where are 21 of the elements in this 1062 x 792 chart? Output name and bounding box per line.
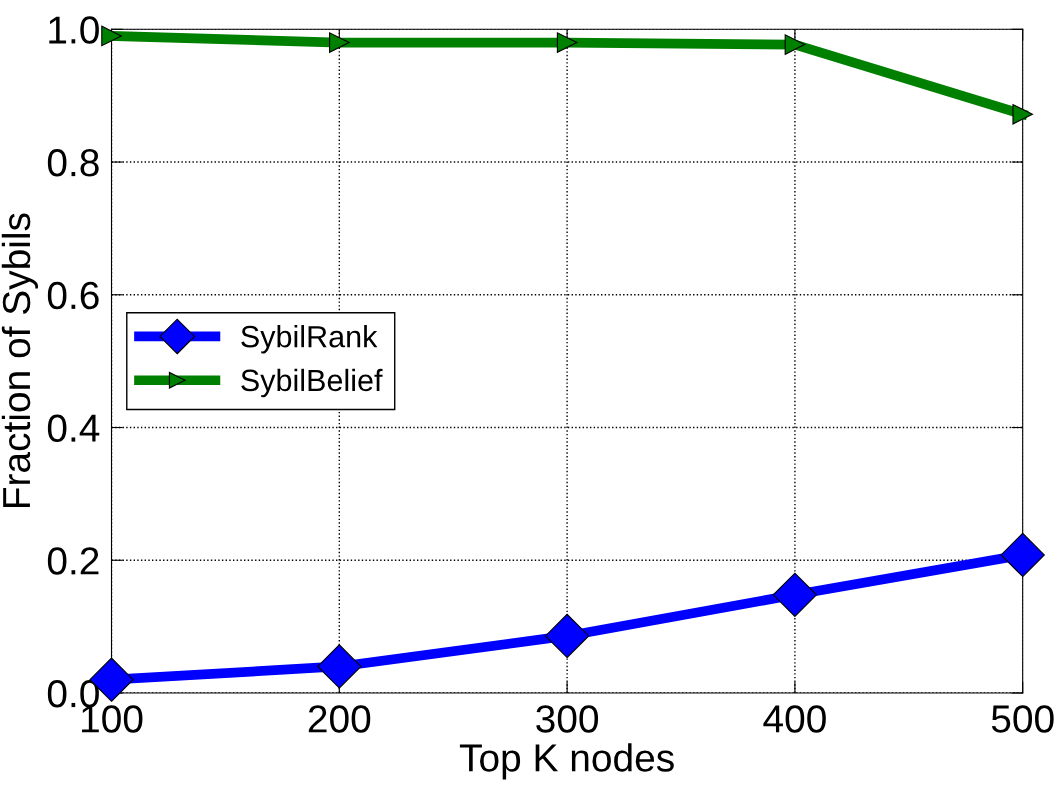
x-axis-title: Top K nodes — [459, 743, 674, 780]
point — [544, 613, 590, 659]
point — [772, 572, 818, 617]
point — [1000, 532, 1045, 578]
y-axis-title: Fraction of Sybils — [1, 213, 39, 508]
y-tick-label: 0.4 — [47, 414, 100, 442]
y-tick-label: 1.0 — [49, 16, 99, 44]
point — [556, 32, 578, 53]
x-tick-label: 400 — [763, 705, 826, 733]
y-tick-label: 0.2 — [47, 547, 99, 575]
point — [317, 644, 362, 689]
x-tick-label: 200 — [308, 705, 371, 733]
x-tick-label: 300 — [536, 705, 599, 733]
y-tick-label: 0.8 — [47, 148, 99, 177]
point — [1012, 103, 1033, 125]
point — [329, 32, 350, 53]
point — [784, 34, 806, 55]
x-tick-label: 500 — [991, 705, 1054, 733]
y-tick-label: 0.6 — [47, 281, 99, 310]
legend-label: SybilBelief — [241, 368, 383, 398]
legend-label: SybilRank — [241, 325, 378, 354]
